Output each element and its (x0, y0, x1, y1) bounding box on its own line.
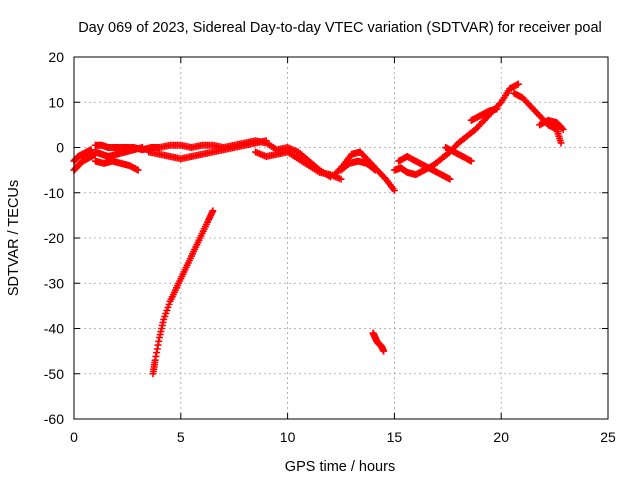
y-tick-label: -30 (44, 275, 64, 291)
series-outlier-short (369, 329, 388, 355)
series-arc-main-d (145, 137, 270, 163)
plot-frame (73, 56, 609, 420)
data-point-marker (370, 165, 378, 173)
data-point-marker (559, 125, 567, 133)
data-point-marker (380, 347, 388, 355)
data-point-marker (467, 157, 475, 165)
chart-title: Day 069 of 2023, Sidereal Day-to-day VTE… (78, 20, 602, 36)
y-tick-label: 0 (56, 140, 64, 156)
data-point-marker (138, 144, 146, 151)
series-outlier-steep (149, 207, 217, 378)
series-arc-late-b (395, 153, 454, 183)
data-point-marker (87, 146, 95, 154)
grid-lines (74, 57, 608, 419)
data-point-marker (134, 166, 142, 174)
series-arc-late-c (442, 144, 475, 165)
y-tick-label: 20 (48, 49, 64, 65)
series-arc-main-c (91, 157, 142, 174)
data-point-marker (514, 80, 522, 88)
data-point-marker (493, 105, 501, 113)
data-point-marker (557, 139, 565, 147)
data-point-marker (446, 175, 454, 183)
data-points (70, 80, 567, 378)
y-tick-label: -60 (44, 411, 64, 427)
x-tick-label: 5 (177, 429, 185, 445)
y-tick-label: 10 (48, 94, 64, 110)
series-arc-end-2 (536, 116, 567, 133)
data-point-marker (371, 166, 379, 174)
data-point-marker (558, 124, 566, 132)
x-tick-label: 25 (600, 429, 616, 445)
data-point-marker (390, 186, 398, 194)
series-arc-main-b (91, 144, 146, 161)
y-tick-label: -50 (44, 366, 64, 382)
y-tick-labels: -60 -50 -40 -30 -20 -10 0 10 20 (44, 49, 64, 427)
x-tick-label: 20 (493, 429, 509, 445)
series-arc-mid-2 (337, 157, 379, 174)
data-point-marker (209, 207, 217, 215)
x-tick-label: 10 (280, 429, 296, 445)
x-axis-label: GPS time / hours (285, 459, 395, 475)
y-tick-label: -40 (44, 321, 64, 337)
x-tick-labels: 0 5 10 15 20 25 (70, 429, 616, 445)
x-tick-label: 15 (387, 429, 403, 445)
y-axis-label: SDTVAR / TECUs (6, 180, 22, 296)
y-tick-label: -10 (44, 185, 64, 201)
data-point-marker (337, 175, 345, 183)
y-tick-label: -20 (44, 230, 64, 246)
x-tick-label: 0 (70, 429, 78, 445)
series-arc-late-d (467, 105, 501, 124)
data-point-marker (496, 100, 504, 108)
data-point-marker (262, 137, 270, 145)
